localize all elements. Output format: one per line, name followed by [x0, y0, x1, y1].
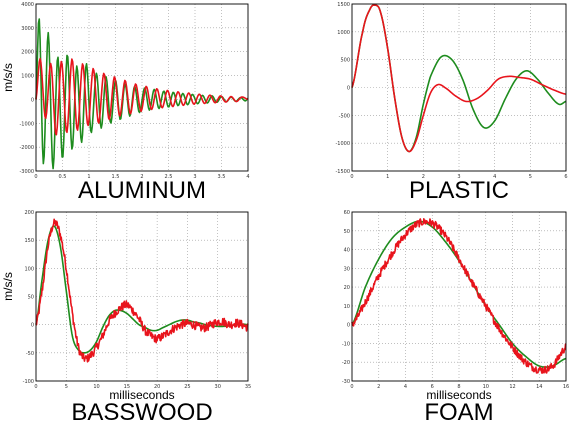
x-tick-label: 0: [350, 174, 353, 180]
x-tick-label: 15: [124, 384, 130, 390]
x-tick-label: 25: [184, 384, 190, 390]
x-tick-label: 1: [386, 174, 389, 180]
y-tick-label: -1500: [335, 169, 350, 175]
x-tick-label: 5: [65, 384, 68, 390]
x-tick-label: 6: [564, 174, 567, 180]
y-tick-label: -30: [342, 379, 350, 385]
y-tick-label: 0: [31, 323, 34, 329]
x-tick-label: 30: [215, 384, 221, 390]
y-axis-label: m/s/s: [1, 63, 15, 92]
x-tick-label: 10: [93, 384, 99, 390]
x-tick-label: 4: [493, 174, 496, 180]
y-tick-label: 60: [344, 210, 350, 216]
x-tick-label: 0: [34, 174, 37, 180]
series-measured-line: [35, 57, 249, 136]
x-tick-label: 0: [350, 384, 353, 390]
series-model-line: [35, 225, 249, 354]
y-tick-label: 0: [347, 323, 350, 329]
x-tick-label: 0.5: [59, 174, 67, 180]
plot-frame: [351, 211, 567, 382]
chart-title: PLASTIC: [409, 177, 509, 204]
chart-title: BASSWOOD: [71, 399, 212, 422]
x-tick-label: 1: [87, 174, 90, 180]
chart-panel-3: 0 2 4 6 8 10 12 14 16 -30 -20 -10 0 10 20 30 40 50 60 milli…: [342, 210, 569, 422]
y-tick-label: -10: [342, 341, 350, 347]
y-axis-label: m/s/s: [1, 272, 15, 301]
y-tick-label: 2000: [21, 50, 34, 56]
y-tick-label: -20: [342, 360, 350, 366]
y-tick-label: -1000: [19, 121, 34, 127]
y-tick-label: -1000: [335, 141, 350, 147]
x-tick-label: 14: [536, 384, 542, 390]
x-tick-label: 2.5: [165, 174, 173, 180]
x-tick-label: 4: [404, 384, 407, 390]
x-tick-label: 10: [483, 384, 489, 390]
series-model-line: [351, 220, 567, 368]
y-tick-label: -3000: [19, 169, 34, 175]
x-tick-label: 12: [509, 384, 515, 390]
y-tick-label: 30: [344, 266, 350, 272]
y-tick-label: 0: [31, 97, 34, 103]
x-tick-label: 0: [34, 384, 37, 390]
y-tick-label: -50: [26, 351, 34, 357]
y-tick-label: 10: [344, 304, 350, 310]
chart-title: FOAM: [424, 399, 493, 422]
y-tick-label: 50: [28, 295, 34, 301]
y-tick-label: -2000: [19, 145, 34, 151]
y-tick-label: 0: [347, 86, 350, 92]
series-measured-line: [351, 218, 567, 375]
x-tick-label: 20: [154, 384, 160, 390]
plot-frame: [35, 3, 249, 172]
y-tick-label: 3000: [21, 26, 34, 32]
y-tick-label: 1500: [337, 2, 350, 8]
x-tick-label: 3: [193, 174, 196, 180]
chart-panel-1: 0 1 2 3 4 5 6 -1500 -1000 -500 0 500 1000 1500 PLASTIC: [335, 2, 567, 204]
x-tick-label: 4: [246, 174, 249, 180]
x-tick-label: 2: [377, 384, 380, 390]
x-axis-label: milliseconds: [426, 388, 491, 402]
series-measured-line: [351, 4, 567, 153]
y-tick-label: 200: [24, 210, 34, 216]
plot-frame: [35, 211, 249, 382]
y-tick-label: 500: [340, 58, 350, 64]
x-tick-label: 1.5: [112, 174, 120, 180]
x-tick-label: 2: [422, 174, 425, 180]
chart-title: ALUMINUM: [78, 177, 206, 204]
x-tick-label: 8: [457, 384, 460, 390]
x-tick-label: 3: [457, 174, 460, 180]
y-tick-label: 20: [344, 285, 350, 291]
series-model-line: [35, 18, 249, 170]
series-measured-line: [35, 218, 249, 363]
y-tick-label: 100: [24, 266, 34, 272]
y-tick-label: 1000: [337, 30, 350, 36]
y-tick-label: 50: [344, 229, 350, 235]
x-tick-label: 2: [140, 174, 143, 180]
chart-panel-0: 0 0.5 1 1.5 2 2.5 3 3.5 4 -3000 -2000 -1000 0 1000 200…: [1, 2, 250, 204]
x-tick-label: 35: [245, 384, 251, 390]
x-tick-label: 5: [529, 174, 532, 180]
x-axis-label: milliseconds: [109, 388, 174, 402]
chart-panel-2: 0 5 10 15 20 25 30 35 -100 -50 0 50 100 150 200 m/s/s mi…: [1, 210, 251, 422]
plot-frame: [351, 3, 567, 172]
y-tick-label: 1000: [21, 74, 34, 80]
x-tick-label: 3.5: [218, 174, 226, 180]
y-tick-label: 4000: [21, 2, 34, 8]
y-tick-label: -500: [339, 113, 350, 119]
x-tick-label: 16: [563, 384, 569, 390]
y-tick-label: 150: [24, 238, 34, 244]
y-tick-label: -100: [23, 379, 34, 385]
x-tick-label: 6: [431, 384, 434, 390]
y-tick-label: 40: [344, 248, 350, 254]
